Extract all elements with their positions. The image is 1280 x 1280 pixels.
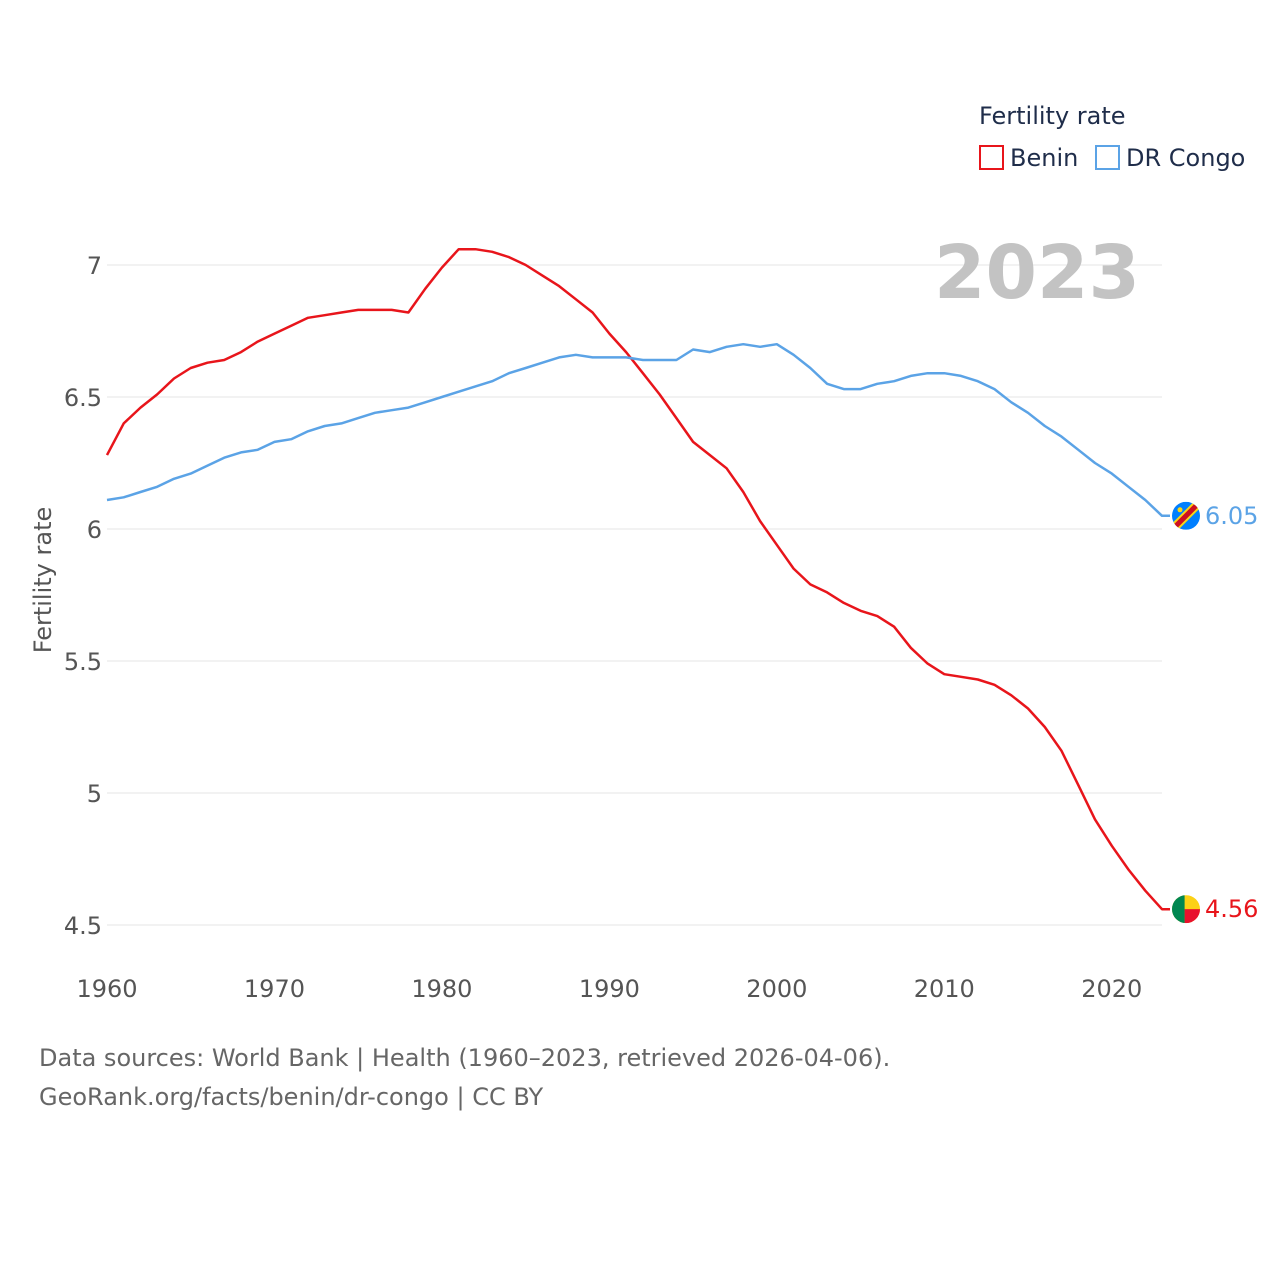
legend-label-dr-congo: DR Congo — [1126, 144, 1245, 172]
x-tick-label: 2000 — [746, 975, 807, 1003]
x-tick-label: 2020 — [1081, 975, 1142, 1003]
footer-source: Data sources: World Bank | Health (1960–… — [39, 1044, 891, 1072]
end-markers: 4.56 6.05 — [1172, 501, 1258, 924]
legend-swatch-dr-congo — [1095, 145, 1120, 170]
end-value-label-dr-congo: 6.05 — [1205, 502, 1258, 530]
benin-flag-icon — [1172, 895, 1200, 924]
y-axis-ticks: 4.5 5 5.5 6 6.5 7 — [64, 252, 102, 940]
y-axis-label: Fertility rate — [29, 507, 57, 654]
series-layer — [105, 247, 1170, 911]
legend: Fertility rate Benin DR Congo — [979, 102, 1245, 172]
y-tick-label: 7 — [87, 252, 102, 280]
series-line-benin[interactable] — [105, 247, 1170, 911]
x-tick-label: 1980 — [411, 975, 472, 1003]
legend-item-benin[interactable]: Benin — [979, 144, 1078, 172]
series-line-dr-congo[interactable] — [106, 342, 1170, 518]
x-tick-label: 1970 — [244, 975, 305, 1003]
y-tick-label: 5 — [87, 780, 102, 808]
year-badge: 2023 — [934, 230, 1140, 316]
legend-swatch-benin — [979, 145, 1004, 170]
x-axis-ticks: 1960 1970 1980 1990 2000 2010 2020 — [76, 975, 1142, 1003]
gridlines — [107, 264, 1162, 926]
footer-attribution[interactable]: GeoRank.org/facts/benin/dr-congo | CC BY — [39, 1083, 544, 1111]
x-tick-label: 2010 — [914, 975, 975, 1003]
x-tick-label: 1990 — [579, 975, 640, 1003]
legend-title: Fertility rate — [979, 102, 1126, 130]
y-tick-label: 6.5 — [64, 384, 102, 412]
y-tick-label: 4.5 — [64, 912, 102, 940]
end-value-label-benin: 4.56 — [1205, 895, 1258, 923]
y-tick-label: 5.5 — [64, 648, 102, 676]
y-tick-label: 6 — [87, 516, 102, 544]
x-tick-label: 1960 — [76, 975, 137, 1003]
legend-label-benin: Benin — [1010, 144, 1078, 172]
legend-item-dr-congo[interactable]: DR Congo — [1095, 144, 1245, 172]
fertility-rate-chart: 4.5 5 5.5 6 6.5 7 1960 1970 1980 1990 2000 2010 202… — [29, 102, 1258, 1003]
dr-congo-flag-icon — [1172, 501, 1200, 530]
